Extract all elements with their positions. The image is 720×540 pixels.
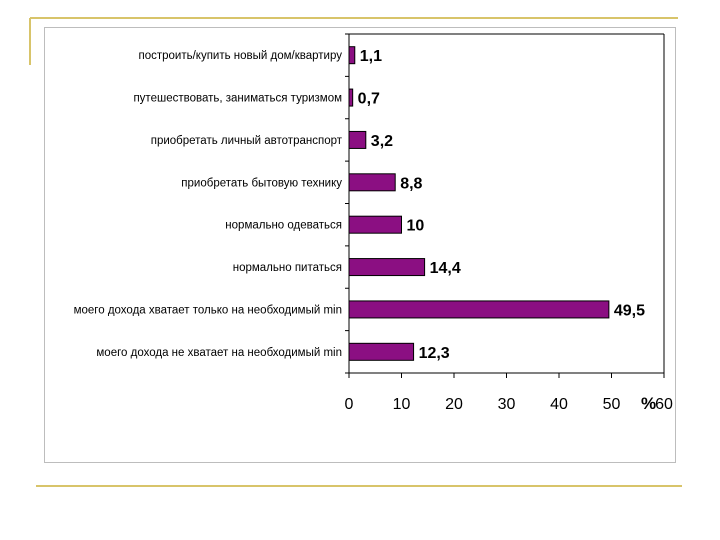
bar <box>348 342 415 361</box>
bars-layer <box>348 46 610 361</box>
bar <box>348 258 426 277</box>
bar <box>348 130 367 149</box>
x-tick-label: 0 <box>345 396 354 413</box>
category-label: приобретать личный автотранспорт <box>151 135 343 147</box>
x-tick-label: 40 <box>550 396 568 413</box>
x-tick-label: 20 <box>445 396 463 413</box>
chart-frame <box>44 27 676 463</box>
value-label: 14,4 <box>430 260 461 277</box>
category-label: нормально одеваться <box>225 220 342 232</box>
bar <box>348 173 396 192</box>
category-label: моего дохода хватает только на необходим… <box>74 304 342 316</box>
axes <box>345 33 665 378</box>
value-label: 1,1 <box>360 48 382 65</box>
value-label: 49,5 <box>614 302 645 319</box>
category-label: приобретать бытовую технику <box>181 177 342 189</box>
x-tick-labels: 0 10 20 30 40 50 60 <box>345 396 673 413</box>
category-labels: построить/купить новый дом/квартиру путеш… <box>74 50 343 359</box>
category-label: моего дохода не хватает на необходимый m… <box>96 347 342 359</box>
bar <box>348 215 402 234</box>
category-label: нормально питаться <box>233 262 342 274</box>
value-label: 0,7 <box>358 91 380 108</box>
value-label: 12,3 <box>419 345 450 362</box>
bar <box>348 88 354 107</box>
x-tick-label: 50 <box>603 396 621 413</box>
category-label: построить/купить новый дом/квартиру <box>138 50 342 62</box>
value-label: 10 <box>407 218 425 235</box>
bar <box>348 300 610 319</box>
bar <box>348 46 356 65</box>
value-labels: 1,1 0,7 3,2 8,8 10 14,4 49,5 12,3 <box>358 48 645 362</box>
value-label: 8,8 <box>400 175 422 192</box>
x-unit-label: % <box>641 394 656 413</box>
value-label: 3,2 <box>371 133 393 150</box>
x-tick-label: 60 <box>655 396 673 413</box>
category-label: путешествовать, заниматься туризмом <box>133 93 342 105</box>
x-tick-label: 10 <box>393 396 411 413</box>
x-tick-label: 30 <box>498 396 516 413</box>
